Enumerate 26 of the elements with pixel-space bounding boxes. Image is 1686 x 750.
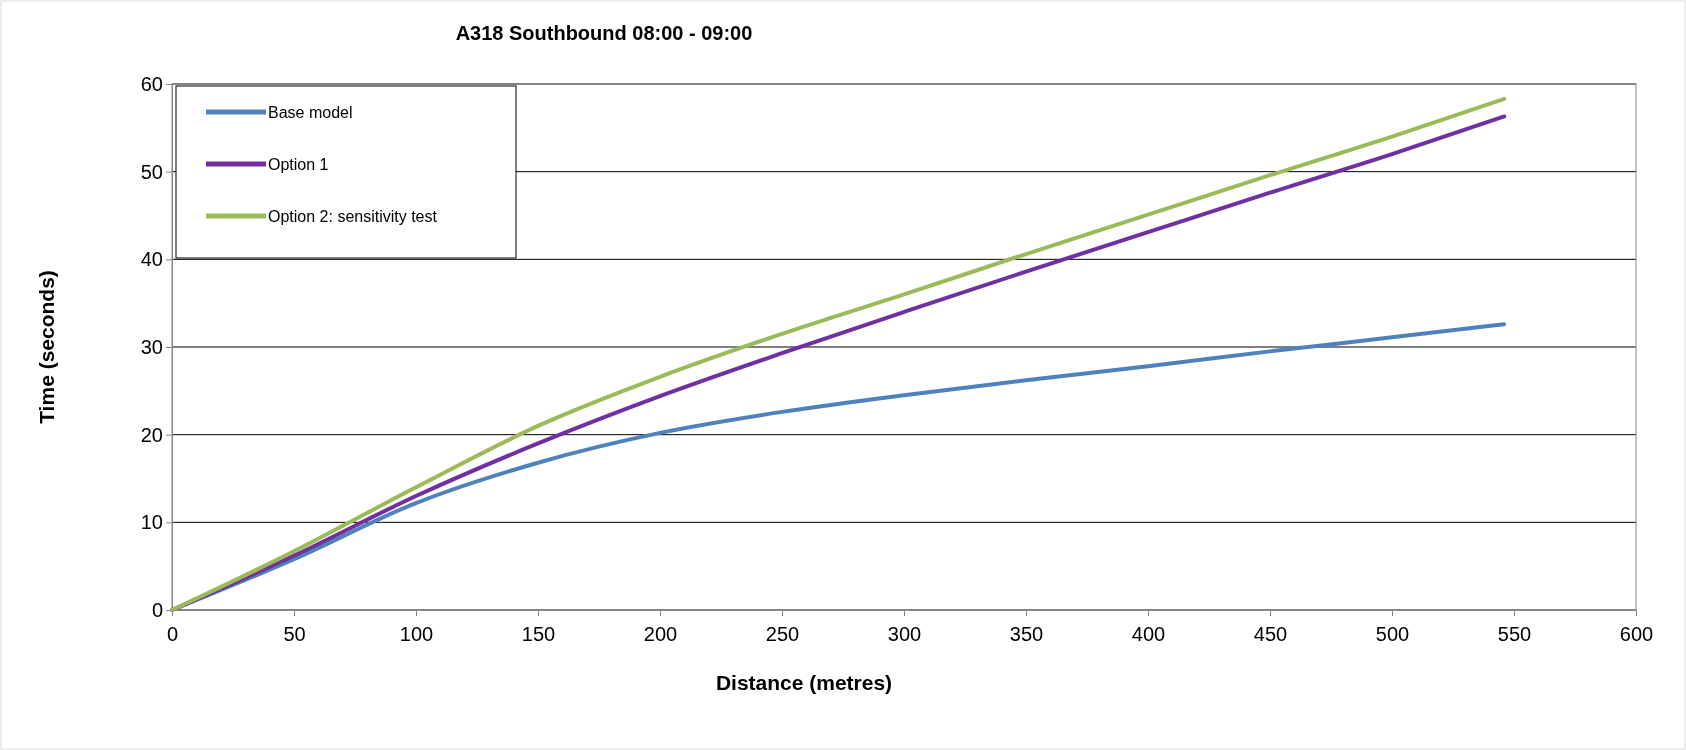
x-axis-title: Distance (metres)	[715, 671, 893, 694]
x-tick-label: 150	[521, 623, 556, 645]
x-tick-label: 50	[283, 623, 306, 645]
x-tick-label: 300	[887, 623, 922, 645]
y-tick-label: 50	[140, 160, 163, 183]
x-tick-label: 550	[1497, 623, 1532, 645]
x-tick-label: 200	[643, 623, 678, 645]
y-tick-label: 40	[140, 248, 163, 271]
legend-label: Option 1	[268, 156, 329, 173]
y-tick-label: 30	[140, 335, 163, 358]
legend-label: Base model	[268, 104, 353, 121]
x-tick-label: 250	[765, 623, 800, 645]
y-axis-title: Time (seconds)	[35, 270, 58, 424]
chart-title: A318 Southbound 08:00 - 09:00	[455, 22, 753, 44]
x-tick-label: 350	[1009, 623, 1044, 645]
x-tick-label: 600	[1619, 623, 1654, 645]
y-tick-label: 60	[140, 72, 163, 95]
x-tick-label: 100	[399, 623, 434, 645]
x-tick-label: 0	[166, 623, 179, 645]
legend-label: Option 2: sensitivity test	[268, 208, 438, 225]
x-tick-label: 500	[1375, 623, 1410, 645]
y-tick-label: 0	[151, 598, 163, 621]
y-tick-label: 10	[140, 511, 163, 534]
x-tick-label: 450	[1253, 623, 1288, 645]
y-tick-label: 20	[140, 423, 163, 446]
x-tick-label: 400	[1131, 623, 1166, 645]
